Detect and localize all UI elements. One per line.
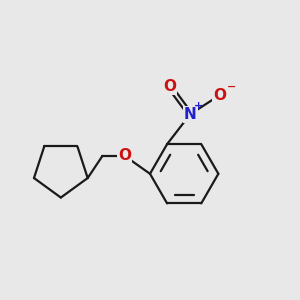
Text: O: O <box>118 148 131 164</box>
Text: N: N <box>184 107 196 122</box>
Text: O: O <box>163 79 176 94</box>
Text: O: O <box>213 88 226 103</box>
Text: −: − <box>226 82 236 92</box>
Text: +: + <box>194 101 203 111</box>
